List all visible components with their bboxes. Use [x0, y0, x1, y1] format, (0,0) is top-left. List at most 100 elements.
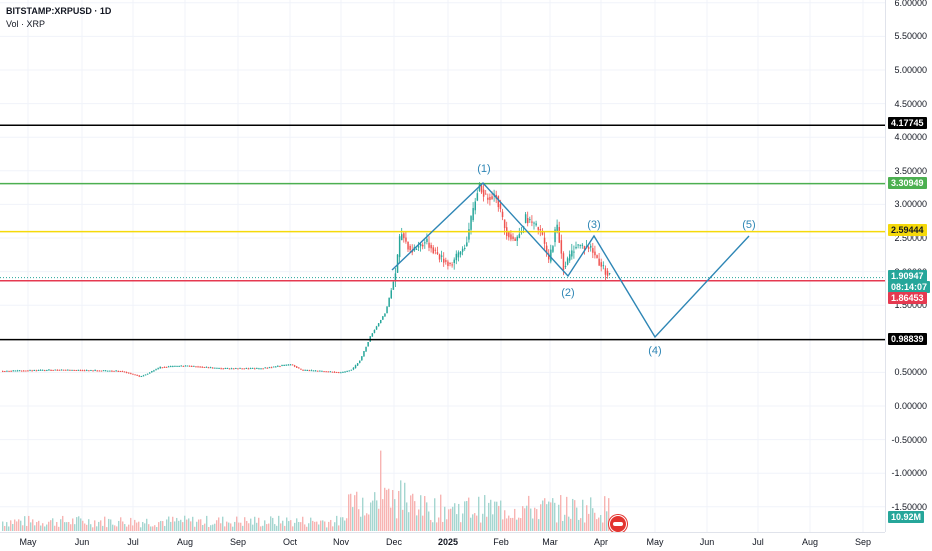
candle-body	[571, 250, 573, 257]
candle-body	[518, 234, 521, 238]
candle-body	[222, 368, 224, 370]
volume-bar	[94, 520, 96, 531]
candle-body	[445, 260, 447, 262]
candle-body	[214, 367, 216, 369]
wave-label-2: (2)	[561, 287, 575, 299]
volume-bar	[600, 515, 602, 531]
volume-bar	[252, 524, 254, 531]
price-axis[interactable]: 6.00000 5.50000 5.00000 4.50000 4.00000 3.500…	[885, 0, 932, 532]
candle-body	[12, 370, 14, 372]
volume-bar	[508, 515, 510, 531]
volume-bar	[574, 500, 576, 531]
volume-bar	[248, 523, 250, 531]
candle-body	[83, 370, 86, 372]
candle-body	[338, 372, 340, 374]
symbol-label[interactable]: BITSTAMP:XRPUSD · 1D	[6, 6, 112, 16]
volume-bar	[570, 518, 572, 531]
volume-bar	[50, 520, 52, 531]
volume-bar	[188, 518, 190, 531]
candle-body	[241, 368, 243, 370]
volume-bar	[502, 519, 504, 531]
candle-body	[71, 369, 73, 371]
volume-bar	[336, 515, 338, 531]
candle-body	[90, 370, 92, 372]
candle-body	[403, 233, 405, 239]
time-axis-label: Sep	[229, 537, 247, 547]
time-axis-label: Feb	[493, 537, 509, 547]
time-axis-label: Jul	[127, 537, 139, 547]
volume-bar	[594, 512, 596, 531]
volume-bar	[440, 494, 442, 531]
volume-bar	[280, 523, 282, 531]
time-axis-label: Jul	[752, 537, 764, 547]
volume-bar	[302, 516, 304, 531]
volume-bar	[96, 526, 98, 531]
candle-body	[125, 372, 128, 374]
candle-body	[92, 370, 94, 372]
candle-body	[550, 249, 552, 262]
volume-bar	[290, 520, 292, 531]
candle-body	[62, 369, 65, 371]
volume-bar	[160, 520, 162, 531]
volume-bar	[92, 527, 94, 531]
candle-body	[153, 370, 155, 372]
candle-body	[2, 371, 4, 373]
candle-body	[10, 370, 12, 372]
chart-pane[interactable]: BITSTAMP:XRPUSD · 1D Vol · XRP (1) (2) (…	[0, 0, 885, 532]
candle-body	[146, 373, 149, 375]
volume-bar	[164, 525, 166, 531]
volume-bar	[394, 499, 396, 531]
volume-bar	[246, 520, 248, 531]
volume-bar	[62, 515, 64, 531]
volume-bar	[38, 520, 40, 531]
candle-body	[459, 251, 462, 255]
volume-bar	[72, 518, 74, 531]
volume-bar	[382, 499, 384, 531]
volume-bar	[512, 517, 514, 531]
volume-bar	[270, 516, 272, 531]
volume-bar	[580, 518, 582, 531]
time-axis[interactable]: May Jun Jul Aug Sep Oct Nov Dec 2025 Feb Mar Apr May…	[0, 532, 885, 551]
chart-legend: BITSTAMP:XRPUSD · 1D Vol · XRP	[6, 5, 111, 31]
volume-bar	[220, 523, 222, 531]
volume-bar	[432, 522, 434, 531]
price-chart-svg[interactable]	[0, 0, 885, 532]
us-flag-icon[interactable]	[609, 515, 627, 532]
candle-body	[176, 365, 178, 367]
candle-body	[600, 262, 602, 267]
volume-bar	[488, 502, 490, 531]
time-axis-label: Jun	[699, 537, 715, 547]
volume-bar	[144, 523, 146, 531]
volume-bar	[398, 490, 400, 531]
volume-bar	[550, 502, 552, 531]
candle-body	[247, 368, 250, 370]
volume-bar	[296, 518, 298, 531]
volume-bar	[212, 524, 214, 531]
volume-bar	[350, 493, 352, 531]
volume-bar	[370, 502, 372, 531]
volume-bar	[84, 523, 86, 531]
volume-bar	[386, 489, 388, 531]
volume-bar	[110, 519, 112, 531]
candle-body	[590, 245, 592, 248]
candle-body	[98, 370, 101, 372]
volume-bar	[192, 516, 194, 531]
candle-body	[25, 370, 27, 372]
candle-body	[464, 247, 466, 249]
volume-bar	[304, 524, 306, 531]
candle-body	[96, 370, 98, 372]
candle-body	[88, 370, 90, 372]
volume-bar	[538, 519, 540, 531]
candle-body	[373, 329, 376, 333]
candle-body	[604, 268, 607, 275]
volume-bar	[274, 524, 276, 531]
volume-bar	[322, 520, 324, 531]
candle-body	[365, 346, 367, 352]
volume-indicator-label[interactable]: Vol · XRP	[6, 19, 46, 29]
volume-bar	[314, 521, 316, 531]
candle-body	[293, 365, 296, 367]
candle-body	[587, 247, 590, 249]
volume-bar	[566, 496, 568, 531]
candle-body	[199, 366, 201, 368]
candle-body	[405, 237, 407, 242]
